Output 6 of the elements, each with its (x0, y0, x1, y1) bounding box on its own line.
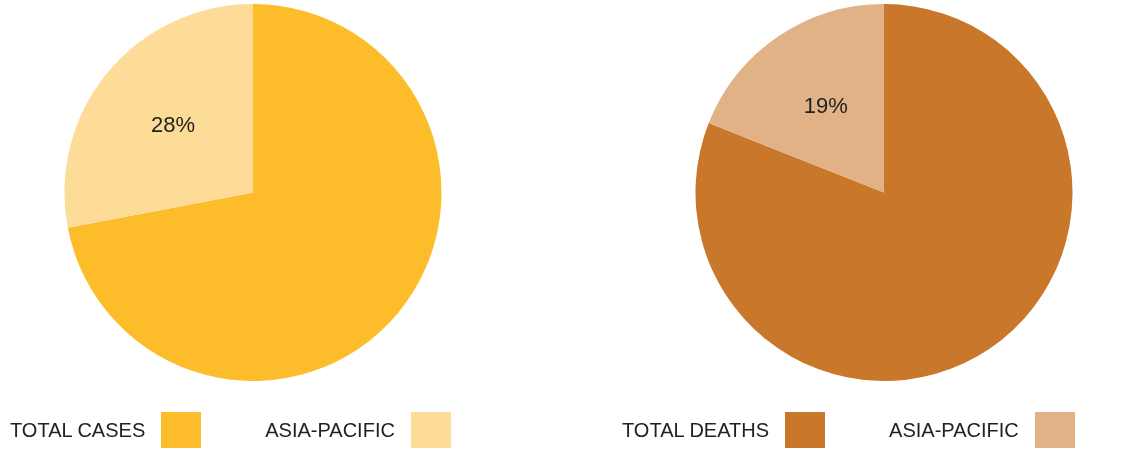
legend-label: TOTAL CASES (10, 418, 146, 442)
legend-label: ASIA-PACIFIC (265, 418, 395, 442)
legend-label: ASIA-PACIFIC (889, 418, 1019, 442)
data-label: 28% (151, 112, 196, 138)
data-label: 19% (803, 92, 848, 118)
legend-label: TOTAL DEATHS (622, 418, 770, 442)
